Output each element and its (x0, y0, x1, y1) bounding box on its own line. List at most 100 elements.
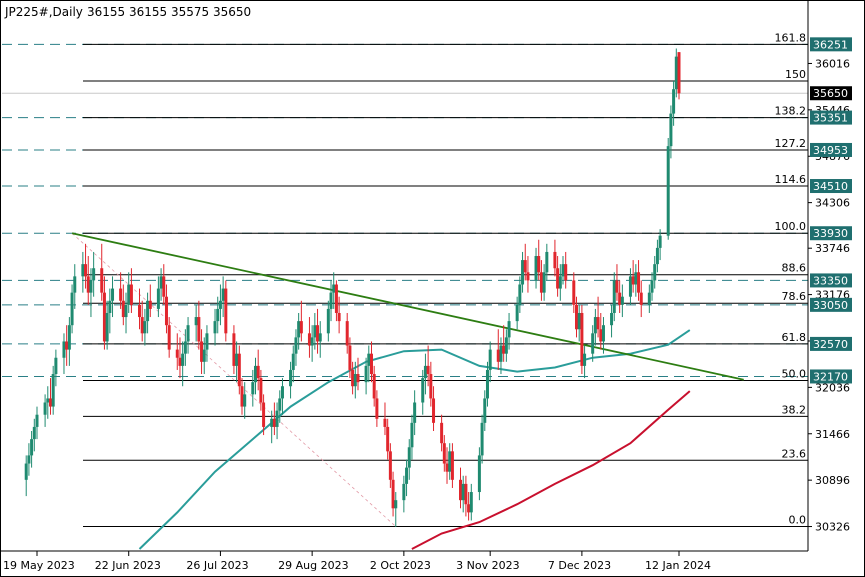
level-price-tag (810, 336, 852, 351)
ohlc-readout: 36155 36155 35575 35650 (87, 5, 251, 19)
x-tick-label: 12 Jan 2024 (645, 559, 711, 572)
candle-body (124, 304, 128, 318)
x-tick-label: 29 Aug 2023 (278, 559, 348, 572)
candle-body (30, 439, 34, 456)
candle-body (46, 398, 50, 403)
candle-body (348, 345, 352, 370)
y-tick-label: 30326 (815, 521, 850, 534)
candle-body (262, 402, 266, 427)
candle-body (43, 402, 47, 415)
candle-body (580, 312, 584, 366)
candle-body (610, 312, 614, 326)
candle-body (666, 146, 670, 236)
candle-body (480, 422, 484, 456)
y-tick-label: 36016 (815, 57, 850, 70)
candle-body (197, 317, 201, 342)
candle-body (464, 483, 468, 505)
level-price-tag-label: 35351 (813, 112, 848, 125)
candle-body (280, 386, 284, 399)
candle-body (669, 113, 673, 147)
candle-body (24, 463, 28, 480)
candle-body (119, 288, 123, 301)
candle-body (653, 264, 657, 281)
candle-body (410, 422, 414, 448)
fib-label: 150 (785, 68, 806, 81)
candle-body (51, 374, 55, 407)
candle-body (102, 292, 106, 342)
candle-body (647, 292, 651, 305)
candle-body (35, 414, 39, 427)
candle-body (105, 312, 109, 342)
candle-body (253, 365, 257, 383)
candle-body (121, 300, 125, 318)
candle-body (423, 365, 427, 379)
candle-body (518, 284, 522, 305)
candle-body (216, 308, 220, 322)
x-tick-label: 7 Dec 2023 (548, 559, 611, 572)
level-price-tag-label: 32570 (813, 338, 848, 351)
candle-body (534, 256, 538, 281)
candle-body (259, 378, 263, 403)
level-price-tag (810, 110, 852, 125)
y-tick-label: 31466 (815, 428, 850, 441)
candle-body (297, 321, 301, 338)
fib-label: 23.6 (782, 447, 807, 460)
candle-body (558, 276, 562, 289)
candle-body (499, 345, 503, 362)
candle-body (405, 467, 409, 484)
symbol-label: JP225#,Daily (4, 5, 83, 19)
candle-body (375, 398, 379, 419)
candle-body (413, 402, 417, 423)
candle-body (388, 451, 392, 480)
candle-body (111, 288, 115, 301)
y-tick-label: 30896 (815, 474, 850, 487)
candle-body (591, 333, 595, 354)
x-tick-label: 26 Jul 2023 (186, 559, 248, 572)
candle-body (386, 426, 390, 452)
level-price-tag-label: 33930 (813, 227, 848, 240)
candle-body (515, 304, 519, 322)
candle-body (143, 321, 147, 334)
current-price-tag-label: 35650 (813, 87, 848, 100)
candle-body (86, 276, 90, 293)
candle-body (677, 52, 681, 94)
candle-body (272, 418, 276, 427)
candle-body (537, 256, 541, 273)
candle-body (553, 251, 557, 269)
candle-body (672, 89, 676, 114)
candle-body (650, 280, 654, 293)
candle-body (615, 280, 619, 293)
candle-body (270, 418, 274, 427)
candle-body (183, 341, 187, 354)
candle-body (221, 288, 225, 301)
candle-body (92, 268, 96, 281)
candle-body (469, 492, 473, 513)
candle-body (332, 284, 336, 293)
candle-body (251, 382, 255, 395)
candle-body (467, 504, 471, 513)
level-price-tag-label: 34953 (813, 144, 848, 157)
ma-fast-line (138, 329, 691, 550)
candle-body (299, 321, 303, 334)
level-price-tag (810, 226, 852, 241)
candle-body (310, 337, 314, 346)
candle-body (224, 288, 228, 334)
candle-body (140, 317, 144, 334)
candle-body (89, 280, 93, 293)
candle-body (577, 312, 581, 330)
candle-body (162, 276, 166, 297)
candle-body (383, 418, 387, 427)
candle-body (459, 479, 463, 501)
candle-body (275, 410, 279, 427)
level-price-tag (810, 179, 852, 194)
fib-label: 100.0 (775, 220, 807, 233)
candle-body (631, 276, 635, 285)
candle-body (205, 333, 209, 350)
candle-body (213, 321, 217, 334)
candle-body (601, 325, 605, 342)
fib-label: 78.6 (782, 290, 807, 303)
candle-body (237, 353, 241, 387)
